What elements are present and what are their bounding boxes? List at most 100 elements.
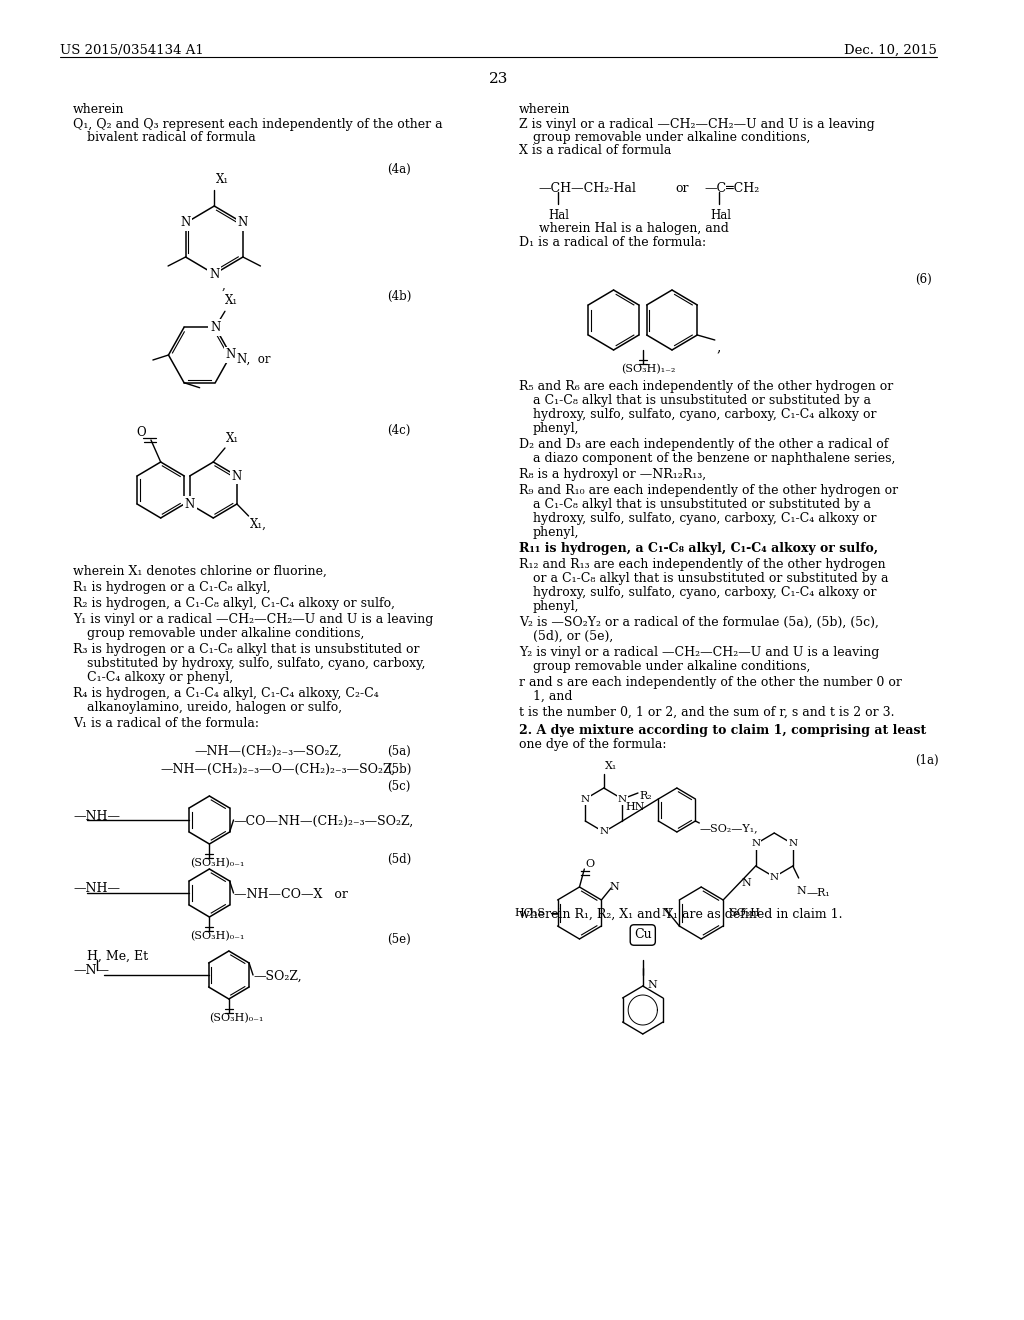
Text: X₁: X₁ <box>216 173 229 186</box>
Text: —R₁: —R₁ <box>807 888 830 898</box>
Text: (6): (6) <box>915 273 932 286</box>
Text: hydroxy, sulfo, sulfato, cyano, carboxy, C₁-C₄ alkoxy or: hydroxy, sulfo, sulfato, cyano, carboxy,… <box>532 408 877 421</box>
Text: N: N <box>609 882 618 892</box>
Text: N: N <box>770 873 779 882</box>
Text: V₂ is —SO₂Y₂ or a radical of the formulae (5a), (5b), (5c),: V₂ is —SO₂Y₂ or a radical of the formula… <box>519 616 879 630</box>
Text: N: N <box>210 321 220 334</box>
Text: N: N <box>797 886 807 896</box>
Text: (SO₃H)₀₋₁: (SO₃H)₀₋₁ <box>189 931 245 941</box>
Text: R₈ is a hydroxyl or —NR₁₂R₁₃,: R₈ is a hydroxyl or —NR₁₂R₁₃, <box>519 469 707 480</box>
Text: X₁: X₁ <box>226 432 239 445</box>
Text: substituted by hydroxy, sulfo, sulfato, cyano, carboxy,: substituted by hydroxy, sulfo, sulfato, … <box>87 657 425 671</box>
Text: (5a): (5a) <box>388 744 412 758</box>
Text: D₂ and D₃ are each independently of the other a radical of: D₂ and D₃ are each independently of the … <box>519 438 889 451</box>
Text: or a C₁-C₈ alkyl that is unsubstituted or substituted by a: or a C₁-C₈ alkyl that is unsubstituted o… <box>532 572 888 585</box>
Text: (SO₃H)₀₋₁: (SO₃H)₀₋₁ <box>209 1012 264 1023</box>
Text: —NH—(CH₂)₂₋₃—SO₂Z,: —NH—(CH₂)₂₋₃—SO₂Z, <box>195 744 343 758</box>
Text: X is a radical of formula: X is a radical of formula <box>519 144 672 157</box>
Text: (4a): (4a) <box>388 162 412 176</box>
Text: (1a): (1a) <box>915 754 939 767</box>
Text: X₁: X₁ <box>605 762 617 771</box>
Text: R₉ and R₁₀ are each independently of the other hydrogen or: R₉ and R₁₀ are each independently of the… <box>519 484 898 498</box>
Text: (5d): (5d) <box>388 853 412 866</box>
Text: hydroxy, sulfo, sulfato, cyano, carboxy, C₁-C₄ alkoxy or: hydroxy, sulfo, sulfato, cyano, carboxy,… <box>532 512 877 525</box>
Text: —SO₂—Y₁,: —SO₂—Y₁, <box>699 822 758 833</box>
Text: HO₃S: HO₃S <box>514 908 545 917</box>
Text: one dye of the formula:: one dye of the formula: <box>519 738 667 751</box>
Text: —NH—CO—X   or: —NH—CO—X or <box>233 888 347 902</box>
Text: group removable under alkaline conditions,: group removable under alkaline condition… <box>87 627 365 640</box>
Text: ,: , <box>222 279 226 292</box>
Text: a C₁-C₈ alkyl that is unsubstituted or substituted by a: a C₁-C₈ alkyl that is unsubstituted or s… <box>532 393 870 407</box>
Text: X₁,: X₁, <box>250 517 266 531</box>
Text: wherein Hal is a halogen, and: wherein Hal is a halogen, and <box>539 222 728 235</box>
Text: N: N <box>180 216 190 230</box>
Text: N: N <box>617 795 627 804</box>
Text: (5c): (5c) <box>388 780 411 793</box>
Text: 23: 23 <box>488 73 508 86</box>
Text: R₁₂ and R₁₃ are each independently of the other hydrogen: R₁₂ and R₁₃ are each independently of th… <box>519 558 886 572</box>
Text: Dec. 10, 2015: Dec. 10, 2015 <box>844 44 937 57</box>
Text: H, Me, Et: H, Me, Et <box>87 950 147 964</box>
Text: —CH—CH₂-Hal: —CH—CH₂-Hal <box>539 182 637 195</box>
Text: (5b): (5b) <box>388 763 412 776</box>
Text: —C═CH₂: —C═CH₂ <box>705 182 760 195</box>
Text: C₁-C₄ alkoxy or phenyl,: C₁-C₄ alkoxy or phenyl, <box>87 671 232 684</box>
Text: N: N <box>581 795 590 804</box>
Text: (SO₃H)₀₋₁: (SO₃H)₀₋₁ <box>189 858 245 869</box>
Text: R₁₁ is hydrogen, a C₁-C₈ alkyl, C₁-C₄ alkoxy or sulfo,: R₁₁ is hydrogen, a C₁-C₈ alkyl, C₁-C₄ al… <box>519 543 879 554</box>
Text: D₁ is a radical of the formula:: D₁ is a radical of the formula: <box>519 236 707 249</box>
Text: —NH—(CH₂)₂₋₃—O—(CH₂)₂₋₃—SO₂Z,: —NH—(CH₂)₂₋₃—O—(CH₂)₂₋₃—SO₂Z, <box>161 763 396 776</box>
Text: ,: , <box>717 341 721 354</box>
Text: O: O <box>136 426 146 440</box>
Text: (5e): (5e) <box>388 933 412 946</box>
Text: V₁ is a radical of the formula:: V₁ is a radical of the formula: <box>73 717 259 730</box>
Text: N: N <box>752 840 760 849</box>
Text: Cu: Cu <box>634 928 651 941</box>
Text: N: N <box>238 216 248 230</box>
Text: wherein R₁, R₂, X₁ and Y₁ are as defined in claim 1.: wherein R₁, R₂, X₁ and Y₁ are as defined… <box>519 908 843 921</box>
Text: N: N <box>209 268 219 281</box>
Text: N: N <box>225 348 236 362</box>
Text: Q₁, Q₂ and Q₃ represent each independently of the other a: Q₁, Q₂ and Q₃ represent each independent… <box>73 117 442 131</box>
Text: N,  or: N, or <box>237 352 270 366</box>
Text: phenyl,: phenyl, <box>532 525 580 539</box>
Text: N: N <box>647 979 657 990</box>
Text: O: O <box>586 859 595 869</box>
Text: —N—: —N— <box>73 965 109 978</box>
Text: Y₂ is vinyl or a radical —CH₂—CH₂—U and U is a leaving: Y₂ is vinyl or a radical —CH₂—CH₂—U and … <box>519 645 880 659</box>
Text: —CO—NH—(CH₂)₂₋₃—SO₂Z,: —CO—NH—(CH₂)₂₋₃—SO₂Z, <box>233 814 414 828</box>
Text: Hal: Hal <box>548 209 569 222</box>
Text: r and s are each independently of the other the number 0 or: r and s are each independently of the ot… <box>519 676 902 689</box>
Text: a C₁-C₈ alkyl that is unsubstituted or substituted by a: a C₁-C₈ alkyl that is unsubstituted or s… <box>532 498 870 511</box>
Text: N: N <box>599 828 608 837</box>
Text: Y₁ is vinyl or a radical —CH₂—CH₂—U and U is a leaving: Y₁ is vinyl or a radical —CH₂—CH₂—U and … <box>73 612 433 626</box>
Text: hydroxy, sulfo, sulfato, cyano, carboxy, C₁-C₄ alkoxy or: hydroxy, sulfo, sulfato, cyano, carboxy,… <box>532 586 877 599</box>
Text: 1, and: 1, and <box>532 690 572 704</box>
Text: R₁ is hydrogen or a C₁-C₈ alkyl,: R₁ is hydrogen or a C₁-C₈ alkyl, <box>73 581 270 594</box>
Text: group removable under alkaline conditions,: group removable under alkaline condition… <box>532 131 810 144</box>
Text: (4b): (4b) <box>388 290 412 304</box>
Text: HN: HN <box>626 803 645 812</box>
Text: —NH—: —NH— <box>73 883 120 895</box>
Text: t is the number 0, 1 or 2, and the sum of r, s and t is 2 or 3.: t is the number 0, 1 or 2, and the sum o… <box>519 706 895 719</box>
Text: Hal: Hal <box>710 209 731 222</box>
Text: X₁: X₁ <box>225 294 239 308</box>
Text: phenyl,: phenyl, <box>532 422 580 436</box>
Text: N: N <box>662 908 672 917</box>
Text: R₄ is hydrogen, a C₁-C₄ alkyl, C₁-C₄ alkoxy, C₂-C₄: R₄ is hydrogen, a C₁-C₄ alkyl, C₁-C₄ alk… <box>73 686 379 700</box>
Text: SO₃H: SO₃H <box>729 908 761 917</box>
Text: a diazo component of the benzene or naphthalene series,: a diazo component of the benzene or naph… <box>532 451 895 465</box>
Text: (4c): (4c) <box>388 424 411 437</box>
Text: R₅ and R₆ are each independently of the other hydrogen or: R₅ and R₆ are each independently of the … <box>519 380 893 393</box>
Text: N: N <box>231 470 242 483</box>
Text: 2. A dye mixture according to claim 1, comprising at least: 2. A dye mixture according to claim 1, c… <box>519 723 927 737</box>
Text: wherein: wherein <box>519 103 570 116</box>
Text: bivalent radical of formula: bivalent radical of formula <box>87 131 255 144</box>
Text: N: N <box>741 878 752 888</box>
Text: US 2015/0354134 A1: US 2015/0354134 A1 <box>60 44 204 57</box>
Text: alkanoylamino, ureido, halogen or sulfo,: alkanoylamino, ureido, halogen or sulfo, <box>87 701 342 714</box>
Text: —SO₂Z,: —SO₂Z, <box>253 970 302 983</box>
Text: phenyl,: phenyl, <box>532 601 580 612</box>
Text: R₃ is hydrogen or a C₁-C₈ alkyl that is unsubstituted or: R₃ is hydrogen or a C₁-C₈ alkyl that is … <box>73 643 420 656</box>
